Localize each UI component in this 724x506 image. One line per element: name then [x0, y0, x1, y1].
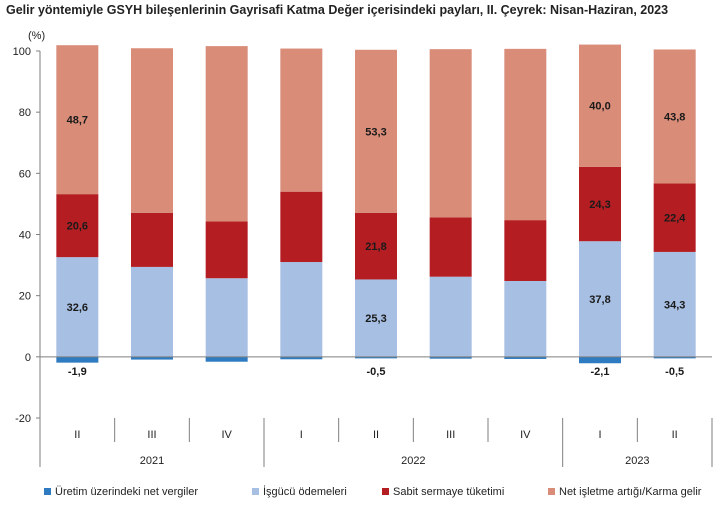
- data-label: 21,8: [365, 241, 386, 253]
- data-label: 34,3: [664, 299, 685, 311]
- bar-segment-depreciation: [504, 220, 547, 281]
- bar-segment-labor: [579, 241, 621, 357]
- bar-segment-depreciation: [355, 212, 397, 280]
- bar-segment-labor: [653, 251, 696, 357]
- data-label: 25,3: [365, 313, 386, 325]
- x-category-label: I: [300, 429, 303, 441]
- x-year-label: 2022: [401, 455, 425, 467]
- x-category-label: III: [446, 429, 455, 441]
- bar-segment-operating-surplus: [429, 49, 472, 218]
- bar-segment-net-taxes: [429, 356, 472, 359]
- legend-label: Üretim üzerindeki net vergiler: [55, 486, 198, 498]
- data-label: 40,0: [589, 101, 610, 113]
- bar-segment-labor: [131, 266, 173, 357]
- legend-swatch: [382, 488, 389, 495]
- bar-segment-operating-surplus: [56, 45, 99, 195]
- data-label: 43,8: [664, 111, 685, 123]
- x-category-label: III: [147, 429, 156, 441]
- legend-swatch: [252, 488, 259, 495]
- data-label: -2,1: [591, 366, 610, 378]
- bar-segment-labor: [429, 276, 472, 357]
- bar-segment-operating-surplus: [504, 48, 547, 221]
- bar-segment-depreciation: [280, 191, 323, 263]
- bar-segment-operating-surplus: [579, 44, 621, 167]
- data-label: 22,4: [664, 213, 686, 225]
- bar-segment-net-taxes: [355, 356, 397, 359]
- bar-segment-operating-surplus: [355, 49, 397, 213]
- chart-title: Gelir yöntemiyle GSYH bileşenlerinin Gay…: [6, 3, 669, 17]
- x-year-label: 2023: [625, 455, 649, 467]
- bar-segment-net-taxes: [280, 356, 323, 360]
- y-tick-label: 60: [19, 168, 31, 180]
- y-tick-label: 80: [19, 107, 31, 119]
- legend-label: Sabit sermaye tüketimi: [393, 486, 504, 498]
- legend-swatch: [44, 488, 51, 495]
- bar-segment-labor: [205, 278, 248, 357]
- data-label: 53,3: [365, 126, 386, 138]
- x-year-label: 2021: [140, 455, 164, 467]
- bar-segment-net-taxes: [205, 356, 248, 362]
- bar-segment-net-taxes: [653, 356, 696, 359]
- bar-segment-labor: [280, 262, 323, 357]
- bar-segment-net-taxes: [131, 356, 173, 360]
- data-label: 32,6: [67, 302, 88, 314]
- data-label: 24,3: [589, 199, 610, 211]
- data-label: -0,5: [665, 366, 684, 378]
- bar-segment-operating-surplus: [131, 48, 173, 213]
- legend-label: Net işletme artığı/Karma gelir: [559, 486, 702, 498]
- bar-segment-labor: [504, 280, 547, 357]
- bar-segment-depreciation: [653, 183, 696, 252]
- x-category-label: IV: [221, 429, 232, 441]
- bar-segment-operating-surplus: [205, 46, 248, 222]
- x-category-label: II: [373, 429, 379, 441]
- y-tick-label: 40: [19, 230, 31, 242]
- bar-segment-labor: [56, 257, 99, 357]
- bar-segment-net-taxes: [56, 356, 99, 363]
- x-category-label: II: [672, 429, 678, 441]
- legend-swatch: [548, 488, 555, 495]
- bar-segment-depreciation: [56, 194, 99, 258]
- data-label: -0,5: [367, 366, 386, 378]
- bar-segment-depreciation: [205, 221, 248, 279]
- legend-label: İşgücü ödemeleri: [263, 485, 347, 498]
- y-tick-label: -20: [15, 413, 31, 425]
- data-label: 48,7: [67, 115, 88, 127]
- bar-segment-net-taxes: [579, 356, 621, 364]
- bar-segment-labor: [355, 279, 397, 357]
- data-label: 37,8: [589, 294, 610, 306]
- x-category-label: II: [74, 429, 80, 441]
- x-category-label: IV: [520, 429, 531, 441]
- y-tick-label: 20: [19, 291, 31, 303]
- bar-segment-net-taxes: [504, 356, 547, 359]
- data-label: -1,9: [68, 366, 87, 378]
- bar-segment-depreciation: [131, 212, 173, 267]
- bar-segment-operating-surplus: [280, 48, 323, 192]
- y-axis-label: (%): [28, 30, 45, 42]
- bar-segment-depreciation: [579, 166, 621, 242]
- y-tick-label: 100: [13, 46, 31, 58]
- bar-segment-depreciation: [429, 217, 472, 277]
- bar-segment-operating-surplus: [653, 49, 696, 184]
- x-category-label: I: [598, 429, 601, 441]
- y-tick-label: 0: [25, 352, 31, 364]
- data-label: 20,6: [67, 221, 88, 233]
